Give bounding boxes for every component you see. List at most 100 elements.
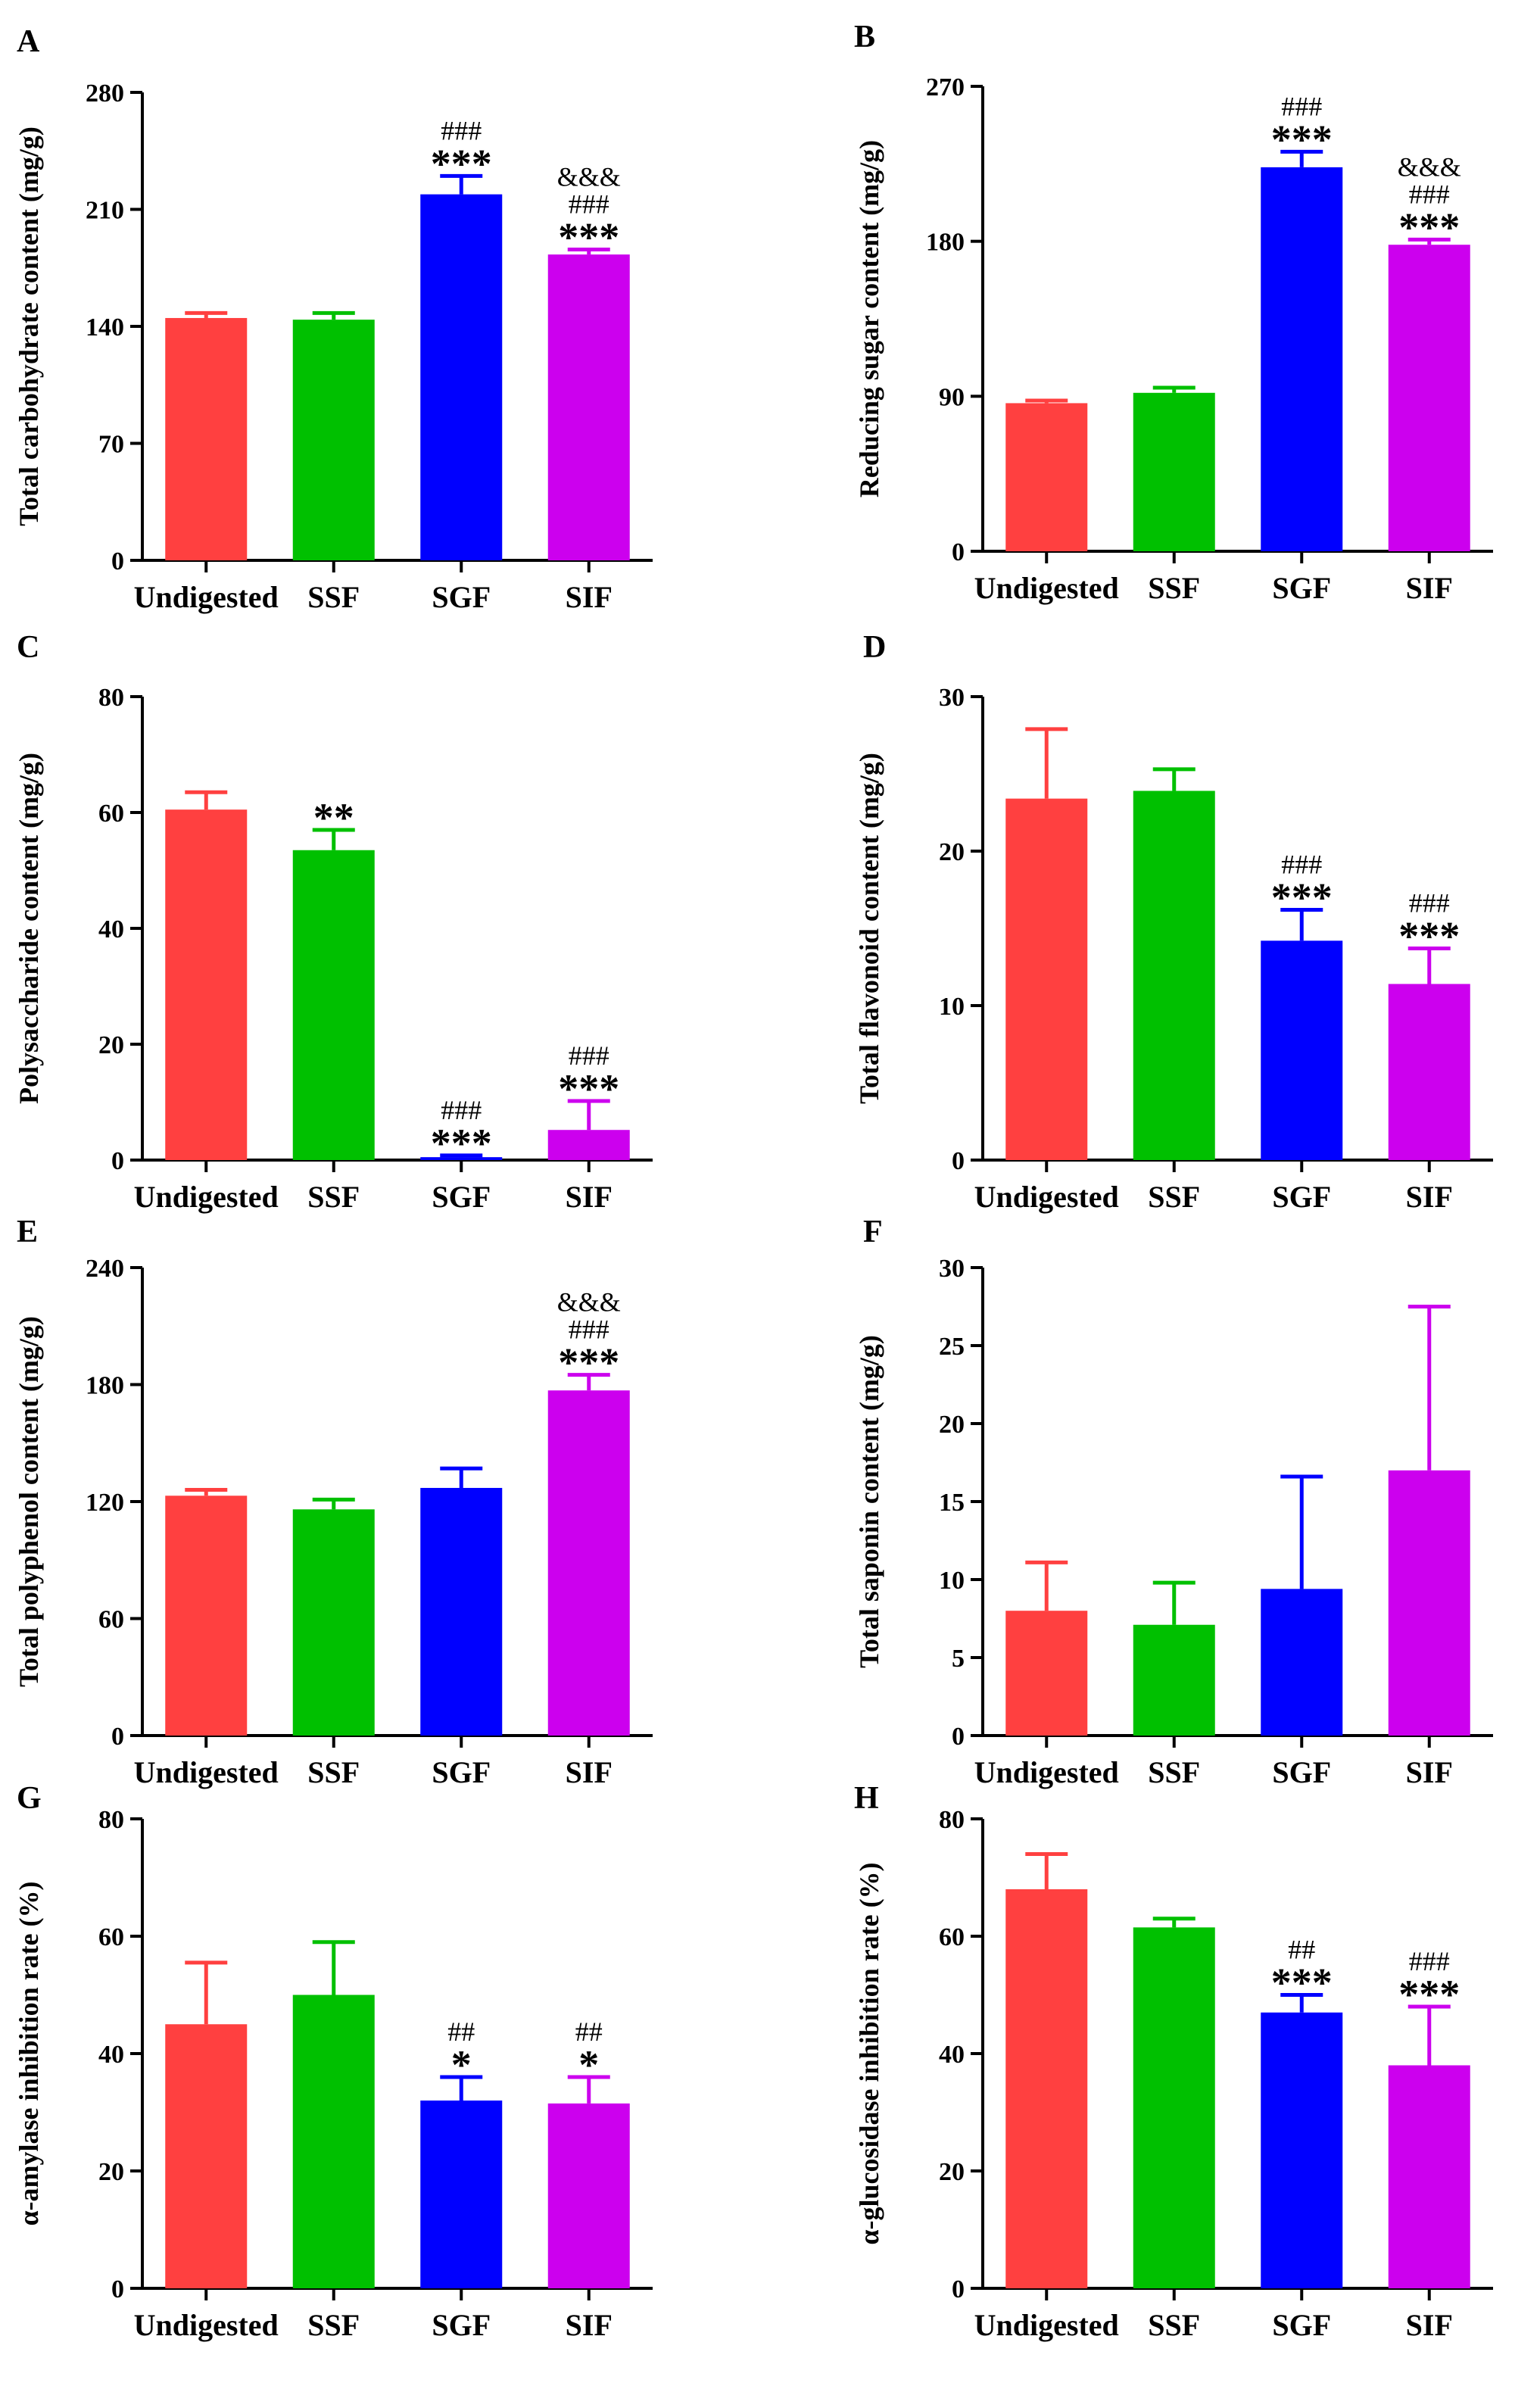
y-tick-label: 270 — [926, 73, 965, 101]
significance-star: * — [451, 2042, 472, 2088]
x-tick-label: SGF — [432, 1755, 491, 1789]
bar-undigested — [1005, 403, 1088, 551]
significance-star: *** — [558, 1340, 619, 1386]
significance-star: *** — [1271, 875, 1333, 921]
y-tick-label: 80 — [98, 1806, 124, 1834]
x-tick-label: SSF — [1148, 1180, 1200, 1214]
panel-letter: B — [854, 20, 875, 55]
significance-star: *** — [431, 141, 492, 186]
bar-undigested — [1005, 1889, 1088, 2288]
panel-g: G 0 20 40 60 80 α-amylase inhibition rate (%) U… — [14, 1781, 653, 2342]
y-tick-label: 20 — [939, 2158, 965, 2186]
y-tick-label: 0 — [952, 1723, 965, 1751]
x-tick-label: SIF — [566, 2308, 613, 2342]
y-tick-label: 10 — [939, 1567, 965, 1595]
y-tick-label: 80 — [98, 684, 124, 712]
x-tick-label: SGF — [1272, 1755, 1331, 1789]
significance-hash: ### — [1281, 91, 1322, 121]
x-tick-label: Undigested — [134, 1180, 279, 1214]
bar-sif — [547, 1390, 630, 1736]
bar-undigested — [1005, 1611, 1088, 1736]
y-tick-label: 60 — [98, 800, 124, 828]
panel-d: D 0 10 20 30 Total flavonoid content (mg/g) Un… — [854, 630, 1493, 1214]
x-tick-label: SIF — [566, 1755, 613, 1789]
y-tick-label: 180 — [86, 1372, 124, 1400]
bar-undigested — [165, 809, 248, 1160]
y-tick-label: 20 — [939, 838, 965, 866]
panel-a: A 0 70 140 210 280 Total carbohydrate content … — [14, 24, 653, 614]
bar-sif — [547, 254, 630, 560]
bar-undigested — [165, 1496, 248, 1736]
panel-h: H 0 20 40 60 80 α-glucosidase inhibition rate … — [854, 1781, 1493, 2342]
x-tick-label: Undigested — [134, 580, 279, 614]
x-tick-label: SIF — [566, 1180, 613, 1214]
x-tick-label: Undigested — [134, 2308, 279, 2342]
bar-sif — [1388, 245, 1470, 551]
bar-sgf — [420, 2101, 503, 2288]
panel-f: F 0 5 10 15 20 25 30 Total saponin content (mg/g… — [854, 1215, 1493, 1789]
y-tick-label: 0 — [952, 2275, 965, 2303]
y-tick-label: 30 — [939, 684, 965, 712]
x-tick-label: SGF — [1272, 2308, 1331, 2342]
significance-star: * — [578, 2042, 599, 2088]
y-tick-label: 60 — [98, 1606, 124, 1634]
y-axis-title: Reducing sugar content (mg/g) — [854, 140, 884, 497]
x-tick-label: SGF — [1272, 571, 1331, 605]
significance-star: *** — [1398, 204, 1460, 250]
bar-undigested — [1005, 798, 1088, 1160]
significance-hash: ### — [1409, 1946, 1450, 1976]
y-tick-label: 10 — [939, 993, 965, 1021]
y-tick-label: 0 — [111, 2275, 124, 2303]
y-tick-label: 0 — [111, 1147, 124, 1175]
y-axis-title: Total polyphenol content (mg/g) — [14, 1316, 44, 1687]
panel-letter: D — [863, 630, 886, 665]
y-tick-label: 40 — [98, 2041, 124, 2069]
x-tick-label: Undigested — [974, 2308, 1119, 2342]
significance-star: *** — [558, 1066, 619, 1112]
y-axis-title: Total carbohydrate content (mg/g) — [14, 126, 44, 526]
bar-ssf — [292, 1995, 375, 2288]
y-tick-label: 5 — [952, 1645, 965, 1673]
panel-letter: E — [17, 1215, 38, 1249]
bar-undigested — [165, 317, 248, 560]
x-tick-label: Undigested — [974, 1180, 1119, 1214]
bar-sgf — [1261, 1589, 1343, 1736]
bar-ssf — [1133, 392, 1215, 551]
bar-undigested — [165, 2024, 248, 2288]
panel-letter: A — [17, 24, 40, 59]
panel-letter: G — [17, 1781, 42, 1816]
significance-star: *** — [1398, 1972, 1460, 2017]
significance-hash: ### — [441, 1095, 482, 1125]
y-tick-label: 280 — [86, 80, 124, 108]
y-tick-label: 0 — [952, 1147, 965, 1175]
y-tick-label: 80 — [939, 1806, 965, 1834]
y-axis-title: Polysaccharide content (mg/g) — [14, 753, 44, 1104]
bar-sif — [547, 2103, 630, 2288]
x-tick-label: Undigested — [974, 1755, 1119, 1789]
bar-sif — [1388, 984, 1470, 1160]
significance-hash: ### — [569, 1315, 609, 1345]
panel-letter: C — [17, 630, 39, 665]
x-tick-label: SSF — [307, 1180, 360, 1214]
y-tick-label: 60 — [939, 1923, 965, 1951]
x-tick-label: SGF — [432, 2308, 491, 2342]
x-tick-label: Undigested — [974, 571, 1119, 605]
y-tick-label: 70 — [98, 431, 124, 459]
x-tick-label: SSF — [1148, 1755, 1200, 1789]
y-tick-label: 90 — [939, 383, 965, 411]
panel-letter: F — [863, 1215, 883, 1249]
x-tick-label: SSF — [307, 1755, 360, 1789]
x-tick-label: Undigested — [134, 1755, 279, 1789]
panel-b: B 0 90 180 270 Reducing sugar content (mg/g) U… — [854, 20, 1493, 605]
x-tick-label: SIF — [1406, 571, 1453, 605]
significance-hash: ### — [441, 115, 482, 145]
y-tick-label: 25 — [939, 1333, 965, 1361]
bar-ssf — [292, 1509, 375, 1736]
y-tick-label: 30 — [939, 1255, 965, 1283]
significance-hash: ## — [447, 2016, 475, 2047]
y-tick-label: 0 — [111, 1723, 124, 1751]
y-tick-label: 15 — [939, 1489, 965, 1517]
significance-amp: &&& — [1398, 151, 1461, 182]
x-tick-label: SIF — [1406, 1755, 1453, 1789]
